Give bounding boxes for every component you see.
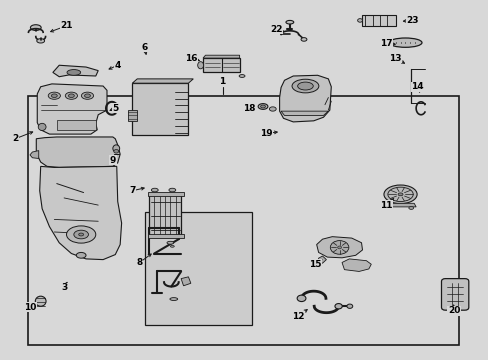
Bar	[132, 83, 188, 135]
Polygon shape	[203, 55, 239, 58]
Ellipse shape	[113, 145, 120, 152]
Ellipse shape	[35, 296, 46, 306]
Text: 13: 13	[388, 54, 401, 63]
Ellipse shape	[330, 240, 348, 254]
Text: 18: 18	[243, 104, 255, 113]
Text: 12: 12	[291, 312, 304, 321]
Bar	[361, 15, 395, 26]
Bar	[149, 194, 181, 237]
Ellipse shape	[66, 226, 96, 243]
Polygon shape	[53, 65, 98, 77]
Ellipse shape	[68, 94, 74, 98]
Ellipse shape	[408, 207, 413, 210]
Ellipse shape	[291, 79, 318, 93]
Ellipse shape	[170, 246, 174, 247]
Ellipse shape	[168, 188, 175, 192]
Ellipse shape	[169, 298, 177, 301]
Polygon shape	[341, 259, 370, 271]
Ellipse shape	[37, 39, 44, 43]
Text: 3: 3	[61, 283, 67, 292]
Ellipse shape	[38, 123, 46, 131]
Ellipse shape	[260, 105, 265, 108]
Text: 15: 15	[308, 260, 321, 269]
Ellipse shape	[357, 19, 362, 22]
Ellipse shape	[81, 92, 93, 99]
Ellipse shape	[385, 207, 390, 210]
Text: 4: 4	[114, 61, 121, 70]
Polygon shape	[316, 237, 362, 258]
Ellipse shape	[297, 295, 305, 302]
Ellipse shape	[397, 193, 402, 196]
Text: 16: 16	[184, 54, 197, 63]
Ellipse shape	[30, 25, 41, 31]
Text: 6: 6	[141, 43, 147, 52]
FancyBboxPatch shape	[441, 279, 468, 310]
Ellipse shape	[346, 304, 352, 309]
Ellipse shape	[51, 94, 57, 98]
Ellipse shape	[166, 241, 173, 244]
Polygon shape	[279, 75, 330, 122]
Polygon shape	[317, 256, 326, 263]
Ellipse shape	[74, 230, 88, 239]
Ellipse shape	[79, 233, 83, 236]
Ellipse shape	[67, 69, 81, 75]
Text: 9: 9	[109, 156, 116, 165]
Polygon shape	[384, 203, 415, 207]
Polygon shape	[36, 137, 120, 167]
Text: 23: 23	[406, 16, 418, 25]
Text: 11: 11	[379, 201, 391, 210]
Ellipse shape	[197, 62, 203, 69]
Ellipse shape	[297, 82, 313, 90]
Text: 22: 22	[269, 25, 282, 34]
Bar	[144, 212, 251, 325]
Ellipse shape	[388, 38, 421, 47]
Text: 17: 17	[379, 39, 391, 48]
Ellipse shape	[285, 21, 293, 24]
Ellipse shape	[151, 188, 158, 192]
Text: 20: 20	[447, 306, 459, 315]
Ellipse shape	[76, 252, 86, 258]
Polygon shape	[281, 111, 328, 116]
Text: 1: 1	[219, 77, 225, 86]
Bar	[148, 192, 183, 197]
Bar	[148, 234, 183, 238]
Ellipse shape	[269, 107, 276, 111]
Text: 21: 21	[60, 21, 73, 30]
Ellipse shape	[258, 104, 267, 109]
Ellipse shape	[337, 246, 341, 249]
Text: 19: 19	[260, 129, 272, 138]
Text: 5: 5	[112, 104, 118, 113]
Ellipse shape	[239, 75, 244, 77]
Text: 8: 8	[136, 258, 142, 267]
Ellipse shape	[114, 149, 119, 153]
Text: 14: 14	[410, 82, 423, 91]
Text: 2: 2	[12, 134, 19, 143]
Polygon shape	[30, 150, 39, 158]
Ellipse shape	[65, 92, 77, 99]
Ellipse shape	[334, 303, 342, 309]
Bar	[27, 96, 458, 345]
Bar	[203, 58, 239, 72]
Text: 7: 7	[129, 186, 135, 195]
Text: 10: 10	[24, 303, 36, 312]
Polygon shape	[181, 277, 190, 286]
Bar	[128, 110, 137, 121]
Ellipse shape	[84, 94, 90, 98]
Ellipse shape	[383, 185, 416, 204]
Ellipse shape	[301, 38, 306, 41]
Polygon shape	[40, 166, 122, 260]
Polygon shape	[37, 84, 107, 134]
Polygon shape	[132, 79, 193, 83]
Ellipse shape	[48, 92, 61, 99]
Bar	[57, 120, 96, 130]
